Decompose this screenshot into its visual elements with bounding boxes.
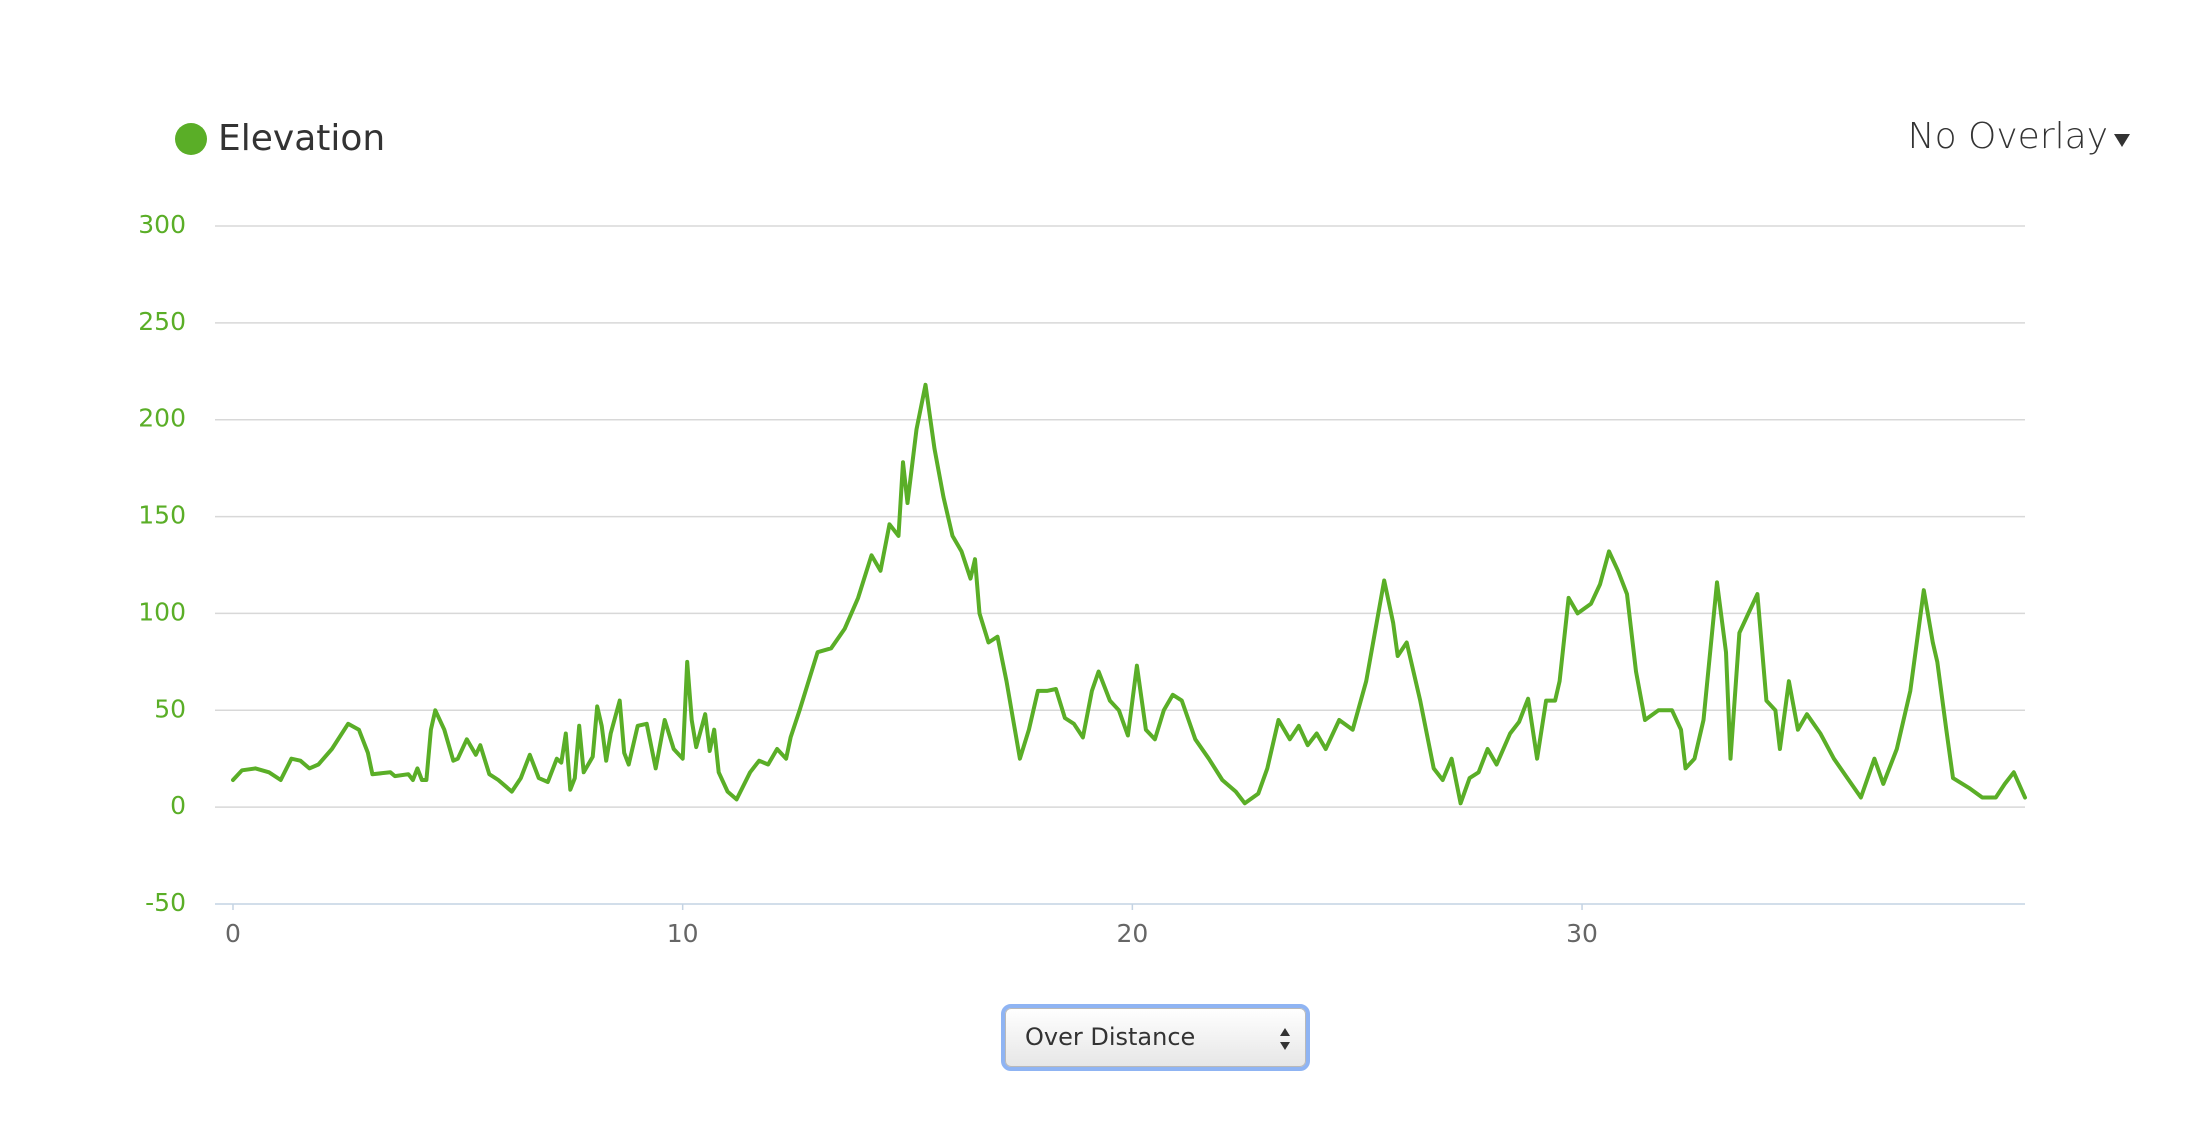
distance-select[interactable]: Over Distance <box>1001 1004 1310 1071</box>
y-tick-label: 150 <box>138 501 186 530</box>
select-label[interactable]: Over Distance <box>1025 1023 1196 1051</box>
x-tick-label: 30 <box>1566 919 1598 948</box>
legend-marker <box>175 123 207 155</box>
y-tick-label: 250 <box>138 307 186 336</box>
elevation-line <box>231 382 2027 806</box>
y-tick-label: 100 <box>138 597 186 626</box>
y-tick-label: 300 <box>138 210 186 239</box>
y-tick-label: 0 <box>170 791 186 820</box>
overlay-menu[interactable]: No Overlay <box>1908 116 2108 157</box>
x-tick-label: 0 <box>225 919 241 948</box>
x-tick-label: 20 <box>1116 919 1148 948</box>
select-arrows <box>1280 1028 1290 1050</box>
y-tick-label: 50 <box>154 694 186 723</box>
legend-label: Elevation <box>218 118 385 159</box>
overlay-caret[interactable] <box>2114 134 2130 147</box>
x-tick-label: 10 <box>667 919 699 948</box>
y-tick-label: 200 <box>138 404 186 433</box>
y-tick-label: -50 <box>145 888 186 917</box>
